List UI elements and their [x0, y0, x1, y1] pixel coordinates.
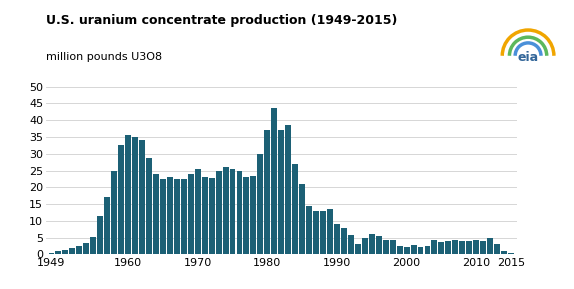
Bar: [118, 145, 124, 254]
Bar: [69, 248, 75, 254]
Bar: [265, 130, 270, 254]
Bar: [209, 178, 215, 254]
Bar: [334, 225, 340, 254]
Bar: [90, 237, 96, 254]
Bar: [56, 251, 61, 254]
Bar: [432, 240, 437, 254]
Bar: [459, 241, 466, 254]
Bar: [501, 251, 507, 254]
Bar: [320, 211, 326, 254]
Bar: [376, 236, 382, 254]
Bar: [195, 169, 201, 254]
Bar: [188, 174, 193, 254]
Bar: [167, 177, 173, 254]
Bar: [473, 240, 479, 254]
Bar: [272, 108, 277, 254]
Bar: [362, 238, 368, 254]
Text: million pounds U3O8: million pounds U3O8: [46, 52, 162, 62]
Bar: [125, 135, 131, 254]
Bar: [327, 209, 333, 254]
Bar: [480, 240, 486, 254]
Bar: [452, 240, 458, 254]
Bar: [216, 171, 222, 254]
Bar: [397, 246, 402, 254]
Bar: [466, 240, 472, 254]
Bar: [285, 125, 291, 254]
Bar: [174, 179, 180, 254]
Bar: [306, 206, 312, 254]
Bar: [369, 234, 375, 254]
Bar: [404, 247, 409, 254]
Bar: [439, 242, 444, 254]
Bar: [348, 235, 354, 254]
Bar: [383, 240, 389, 254]
Bar: [410, 245, 417, 254]
Bar: [201, 177, 208, 254]
Bar: [160, 179, 166, 254]
Bar: [487, 238, 493, 254]
Bar: [153, 174, 159, 254]
Text: eia: eia: [518, 51, 538, 64]
Bar: [390, 240, 395, 254]
Bar: [445, 241, 451, 254]
Bar: [111, 171, 117, 254]
Bar: [417, 247, 424, 254]
Bar: [250, 175, 257, 254]
Bar: [181, 179, 187, 254]
Bar: [313, 211, 319, 254]
Bar: [278, 129, 284, 254]
Bar: [83, 243, 90, 254]
Bar: [76, 246, 82, 254]
Bar: [223, 167, 228, 254]
Text: U.S. uranium concentrate production (1949-2015): U.S. uranium concentrate production (194…: [46, 14, 397, 27]
Bar: [292, 164, 298, 254]
Bar: [425, 246, 430, 254]
Bar: [355, 244, 361, 254]
Bar: [299, 184, 305, 254]
Bar: [97, 216, 103, 254]
Bar: [230, 169, 235, 254]
Bar: [494, 244, 500, 254]
Bar: [508, 253, 514, 254]
Bar: [146, 158, 152, 254]
Bar: [243, 177, 250, 254]
Bar: [257, 154, 263, 254]
Bar: [341, 227, 347, 254]
Bar: [63, 250, 68, 254]
Bar: [236, 171, 242, 254]
Bar: [104, 197, 110, 254]
Bar: [139, 140, 145, 254]
Bar: [132, 137, 138, 254]
Bar: [49, 253, 55, 254]
